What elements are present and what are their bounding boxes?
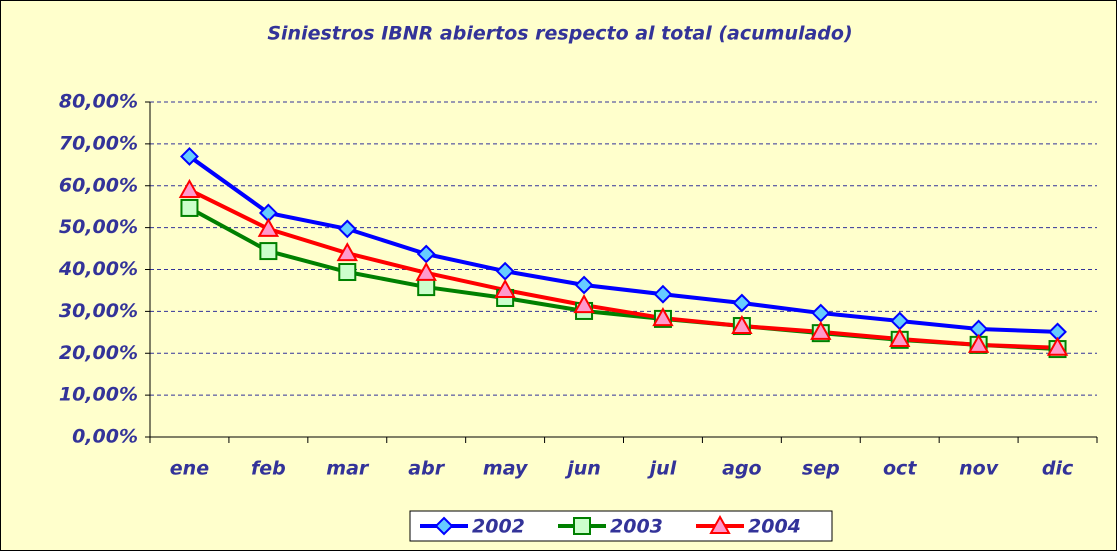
y-tick-label: 40,00% <box>58 258 138 280</box>
x-tick-label: dic <box>1042 458 1074 480</box>
legend-box <box>409 510 833 542</box>
marker <box>573 517 591 535</box>
legend-label: 2003 <box>610 516 663 538</box>
series-line <box>188 154 1058 334</box>
marker <box>574 275 594 295</box>
marker <box>888 327 911 348</box>
marker <box>573 294 595 314</box>
marker <box>417 278 436 297</box>
marker <box>434 516 454 536</box>
marker <box>180 147 199 166</box>
x-tick-label: feb <box>251 458 286 480</box>
marker <box>731 314 753 335</box>
y-tick-label: 50,00% <box>59 216 138 238</box>
marker <box>336 242 359 262</box>
marker <box>709 514 731 534</box>
marker <box>732 293 752 313</box>
marker <box>337 219 357 239</box>
marker <box>494 278 516 299</box>
x-tick-label: nov <box>959 458 999 480</box>
y-tick-label: 20,00% <box>59 342 138 364</box>
x-tick-label: mar <box>326 458 370 480</box>
x-tick-label: ene <box>170 458 209 480</box>
y-tick-label: 80,00% <box>59 91 138 113</box>
marker <box>415 261 437 281</box>
x-tick-label: may <box>483 458 529 480</box>
x-tick-label: sep <box>802 458 840 480</box>
y-tick-label: 10,00% <box>59 384 138 406</box>
marker <box>259 242 278 261</box>
legend-label: 2004 <box>748 516 801 538</box>
chart-title: Siniestros IBNR abiertos respecto al tot… <box>267 23 852 45</box>
marker <box>257 217 280 237</box>
series-line <box>188 188 1058 350</box>
marker <box>1046 336 1069 356</box>
y-tick-label: 0,00% <box>72 426 138 448</box>
x-tick-label: oct <box>883 458 917 480</box>
x-tick-label: jul <box>647 458 677 480</box>
y-tick-label: 30,00% <box>59 300 138 322</box>
marker <box>180 198 199 217</box>
marker <box>653 284 673 304</box>
marker <box>810 320 832 340</box>
y-tick-label: 60,00% <box>59 174 138 196</box>
marker <box>178 178 201 198</box>
marker <box>652 307 674 327</box>
legend-label: 2002 <box>472 516 525 538</box>
x-tick-label: abr <box>408 458 445 480</box>
marker <box>338 263 357 282</box>
x-tick-label: jun <box>564 458 601 480</box>
x-tick-label: ago <box>722 458 761 480</box>
marker <box>967 333 990 353</box>
y-tick-label: 70,00% <box>59 132 138 154</box>
